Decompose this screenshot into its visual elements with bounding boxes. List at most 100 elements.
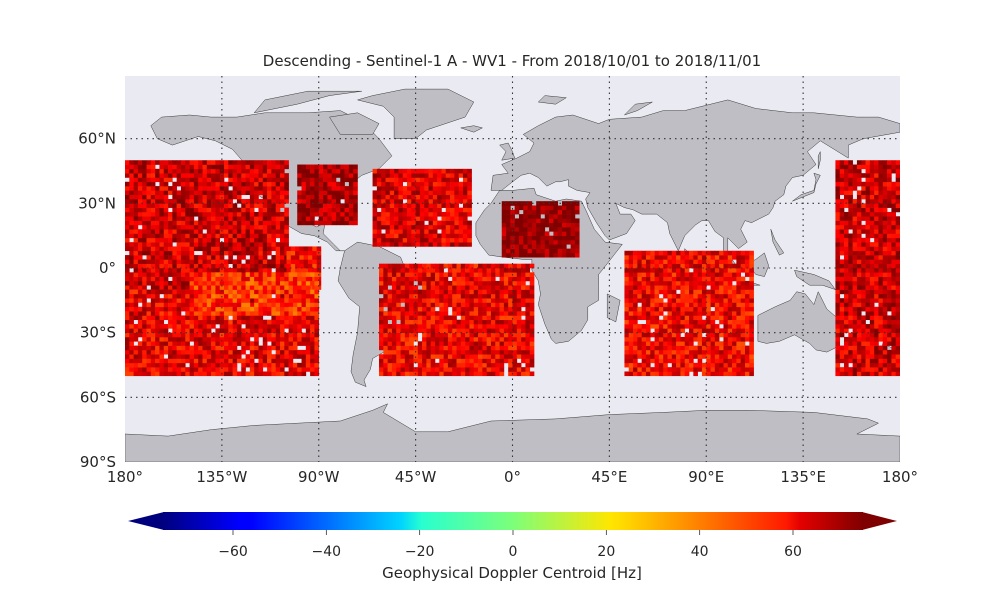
data-cell (633, 371, 638, 377)
data-cell (150, 250, 156, 256)
data-cell (437, 194, 442, 200)
data-cell (839, 306, 845, 312)
data-cell (275, 207, 281, 213)
data-cell (292, 336, 298, 342)
data-cell (654, 255, 660, 260)
data-cell (381, 190, 386, 196)
data-cell (495, 263, 500, 269)
data-cell (275, 255, 281, 260)
data-cell (441, 186, 447, 191)
data-cell (129, 194, 134, 200)
data-cell (387, 289, 393, 295)
data-cell (419, 233, 425, 239)
data-cell (387, 345, 393, 351)
data-cell (292, 302, 298, 308)
data-cell (486, 362, 492, 368)
data-cell (172, 285, 177, 290)
data-cell (385, 216, 391, 221)
data-cell (376, 177, 382, 183)
data-cell (391, 276, 397, 282)
data-cell (396, 285, 401, 290)
data-cell (566, 252, 571, 258)
data-cell (275, 233, 281, 239)
data-cell (387, 268, 393, 273)
data-cell (224, 207, 229, 213)
data-cell (693, 268, 698, 273)
data-cell (689, 298, 694, 303)
data-cell (271, 276, 276, 282)
data-cell (202, 358, 208, 364)
data-cell (219, 259, 225, 264)
data-cell (650, 255, 655, 260)
data-cell (193, 319, 199, 325)
data-cell (385, 168, 391, 174)
data-cell (301, 354, 307, 359)
data-cell (394, 216, 399, 221)
data-cell (288, 302, 294, 308)
data-cell (562, 244, 567, 249)
data-cell (176, 229, 182, 234)
data-cell (318, 190, 324, 196)
data-cell (202, 207, 208, 213)
data-cell (245, 276, 251, 282)
data-cell (527, 205, 533, 211)
data-cell (168, 289, 173, 295)
data-cell (689, 302, 694, 308)
data-cell (676, 328, 681, 333)
data-cell (383, 371, 388, 377)
data-cell (146, 302, 152, 308)
data-cell (701, 319, 707, 325)
data-cell (249, 177, 255, 183)
data-cell (168, 224, 173, 230)
data-cell (529, 285, 535, 290)
data-cell (745, 306, 750, 312)
data-cell (331, 211, 337, 217)
data-cell (172, 315, 177, 321)
data-cell (478, 324, 483, 329)
data-cell (245, 302, 251, 308)
data-cell (133, 250, 139, 256)
data-cell (521, 268, 526, 273)
data-cell (658, 328, 664, 333)
data-cell (430, 289, 436, 295)
data-cell (125, 229, 130, 234)
data-cell (389, 242, 395, 247)
data-cell (137, 268, 143, 273)
data-cell (254, 289, 259, 295)
data-cell (383, 280, 388, 286)
data-cell (137, 371, 143, 377)
data-cell (689, 263, 694, 269)
data-cell (206, 199, 212, 204)
data-cell (441, 199, 447, 204)
data-cell (402, 233, 408, 239)
data-cell (465, 311, 470, 316)
data-cell (129, 293, 134, 299)
data-cell (465, 341, 470, 346)
data-cell (290, 263, 296, 269)
data-cell (228, 336, 233, 342)
data-cell (512, 358, 518, 364)
data-cell (839, 259, 845, 264)
data-cell (428, 181, 434, 187)
data-cell (465, 306, 470, 312)
data-cell (159, 220, 165, 226)
data-cell (284, 298, 289, 303)
data-cell (422, 358, 427, 364)
data-cell (314, 199, 320, 204)
data-cell (146, 263, 152, 269)
data-cell (458, 186, 464, 191)
data-cell (424, 194, 429, 200)
data-cell (215, 207, 221, 213)
data-cell (193, 181, 199, 187)
data-cell (426, 362, 431, 368)
data-cell (228, 190, 233, 196)
data-cell (241, 186, 246, 191)
data-cell (424, 237, 429, 243)
data-cell (490, 367, 496, 372)
data-cell (241, 233, 246, 239)
data-cell (163, 268, 169, 273)
data-cell (271, 233, 276, 239)
data-cell (835, 302, 841, 308)
data-cell (125, 293, 130, 299)
data-cell (314, 285, 320, 290)
